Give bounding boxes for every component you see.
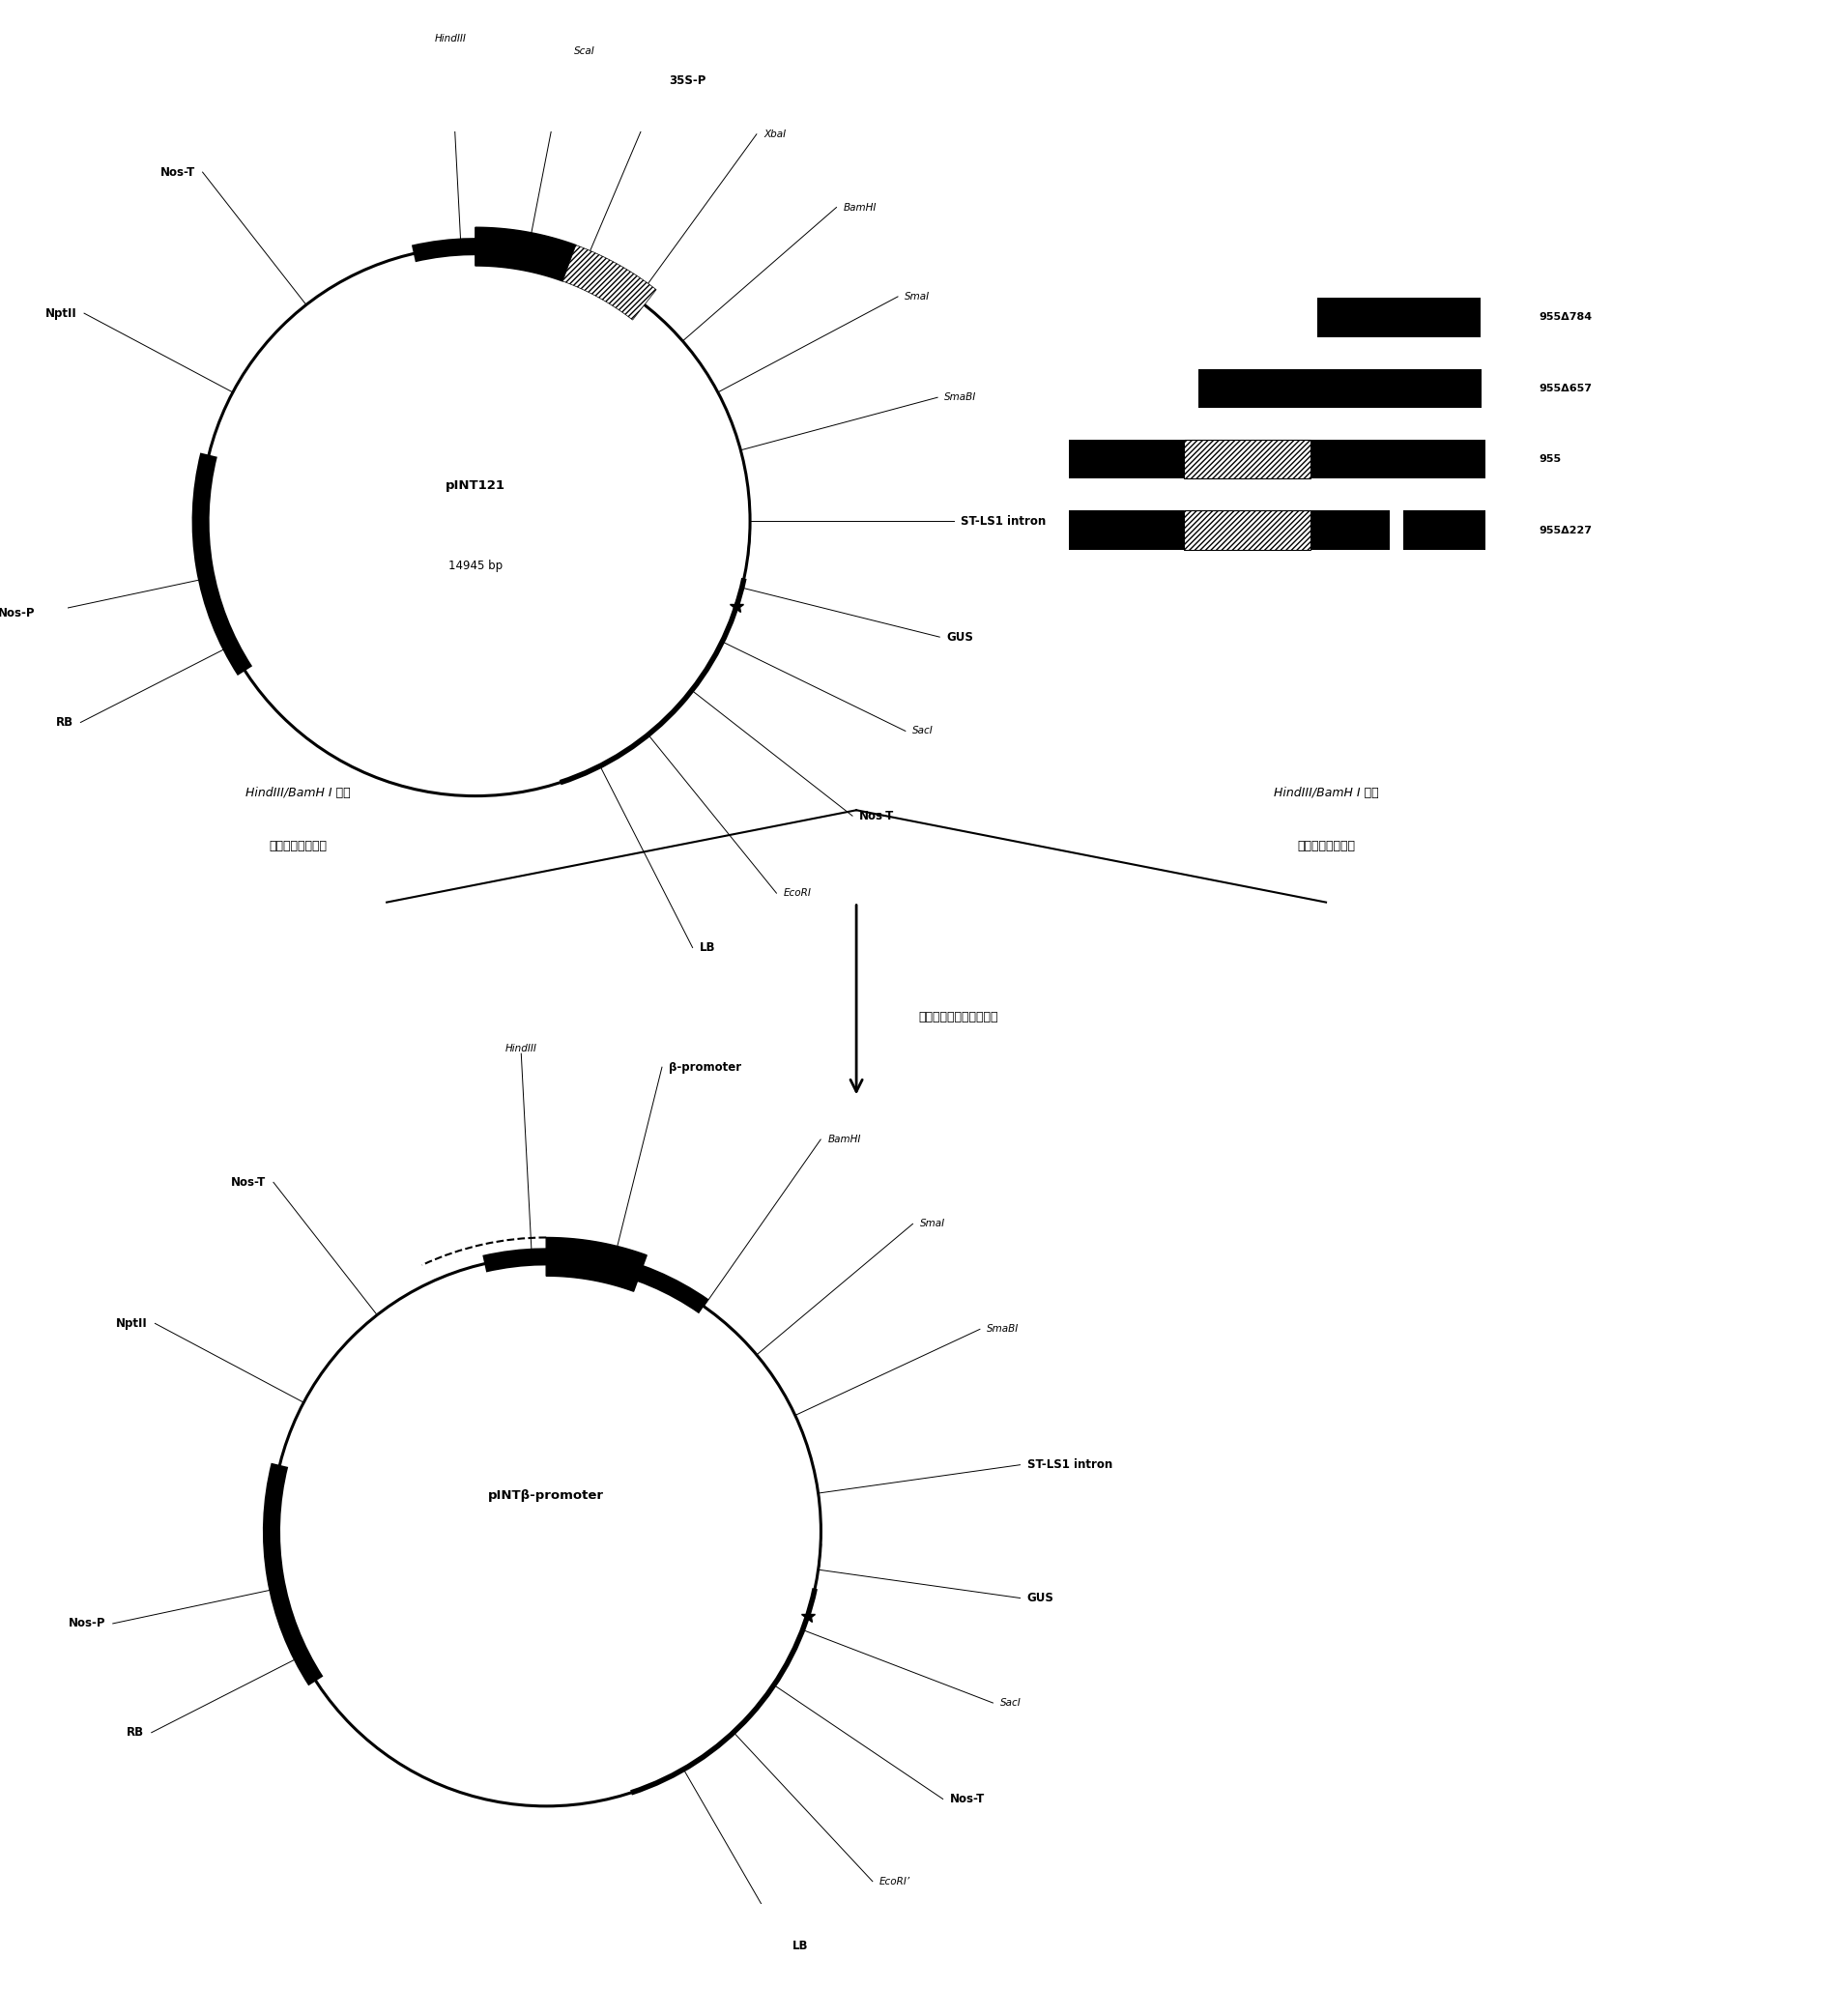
Bar xyxy=(1403,510,1485,550)
Text: ST-LS1 intron: ST-LS1 intron xyxy=(1027,1458,1111,1472)
Text: Nos-T: Nos-T xyxy=(160,165,195,177)
Text: 切后产生目的片段: 切后产生目的片段 xyxy=(1296,839,1355,853)
Text: RB: RB xyxy=(55,716,74,728)
Polygon shape xyxy=(475,228,575,280)
Text: GUS: GUS xyxy=(1027,1593,1054,1605)
Bar xyxy=(1069,510,1183,550)
Text: pINT121: pINT121 xyxy=(446,480,505,492)
Text: NptII: NptII xyxy=(116,1316,147,1331)
Text: HindIII: HindIII xyxy=(505,1044,536,1054)
Text: LB: LB xyxy=(698,941,715,954)
Text: 955Δ227: 955Δ227 xyxy=(1537,526,1591,534)
Text: BamHI: BamHI xyxy=(828,1135,861,1145)
Bar xyxy=(1183,510,1310,550)
Text: BamHI: BamHI xyxy=(842,202,875,212)
Text: HindIII: HindIII xyxy=(435,34,466,44)
Text: EcoRI: EcoRI xyxy=(783,889,811,897)
Bar xyxy=(1310,439,1485,478)
Text: Nos-P: Nos-P xyxy=(0,607,35,619)
Text: 955Δ784: 955Δ784 xyxy=(1537,312,1591,323)
Text: SmaBI: SmaBI xyxy=(986,1325,1019,1335)
Text: SacI: SacI xyxy=(999,1697,1021,1708)
Text: Nos-T: Nos-T xyxy=(949,1792,984,1804)
Text: 切后产生载体片段: 切后产生载体片段 xyxy=(269,839,326,853)
Text: SmaI: SmaI xyxy=(920,1220,945,1228)
Text: ScaI: ScaI xyxy=(573,46,595,56)
Text: HindIII/BamH I 双酶: HindIII/BamH I 双酶 xyxy=(1274,786,1379,798)
Text: SmaBI: SmaBI xyxy=(944,393,977,403)
Text: 955Δ657: 955Δ657 xyxy=(1537,383,1591,393)
Polygon shape xyxy=(546,1238,647,1292)
Text: RB: RB xyxy=(127,1726,144,1740)
Text: 14945 bp: 14945 bp xyxy=(448,558,501,573)
Text: SmaI: SmaI xyxy=(905,292,929,302)
Bar xyxy=(1390,510,1403,550)
Text: LB: LB xyxy=(792,1939,807,1951)
Text: HindIII/BamH I 双酶: HindIII/BamH I 双酶 xyxy=(245,786,350,798)
Text: 955: 955 xyxy=(1537,454,1561,464)
Text: 35S-P: 35S-P xyxy=(669,75,706,87)
Bar xyxy=(1310,510,1390,550)
Text: GUS: GUS xyxy=(945,631,973,643)
Bar xyxy=(1316,298,1480,337)
Bar xyxy=(1069,439,1183,478)
Bar xyxy=(1198,369,1482,407)
Text: Nos-T: Nos-T xyxy=(859,810,894,823)
Text: β-promoter: β-promoter xyxy=(669,1060,741,1073)
Text: EcoRI’: EcoRI’ xyxy=(879,1877,910,1887)
Text: pINTβ-promoter: pINTβ-promoter xyxy=(488,1490,605,1502)
Text: Nos-T: Nos-T xyxy=(230,1175,265,1189)
Text: XbaI: XbaI xyxy=(763,129,785,139)
Bar xyxy=(1183,439,1310,478)
Text: SacI: SacI xyxy=(912,726,933,736)
Polygon shape xyxy=(562,246,656,321)
Text: Nos-P: Nos-P xyxy=(68,1617,105,1629)
Text: 目的片段与载体片段连接: 目的片段与载体片段连接 xyxy=(918,1012,997,1024)
Text: ST-LS1 intron: ST-LS1 intron xyxy=(960,514,1045,528)
Text: NptII: NptII xyxy=(46,306,77,321)
